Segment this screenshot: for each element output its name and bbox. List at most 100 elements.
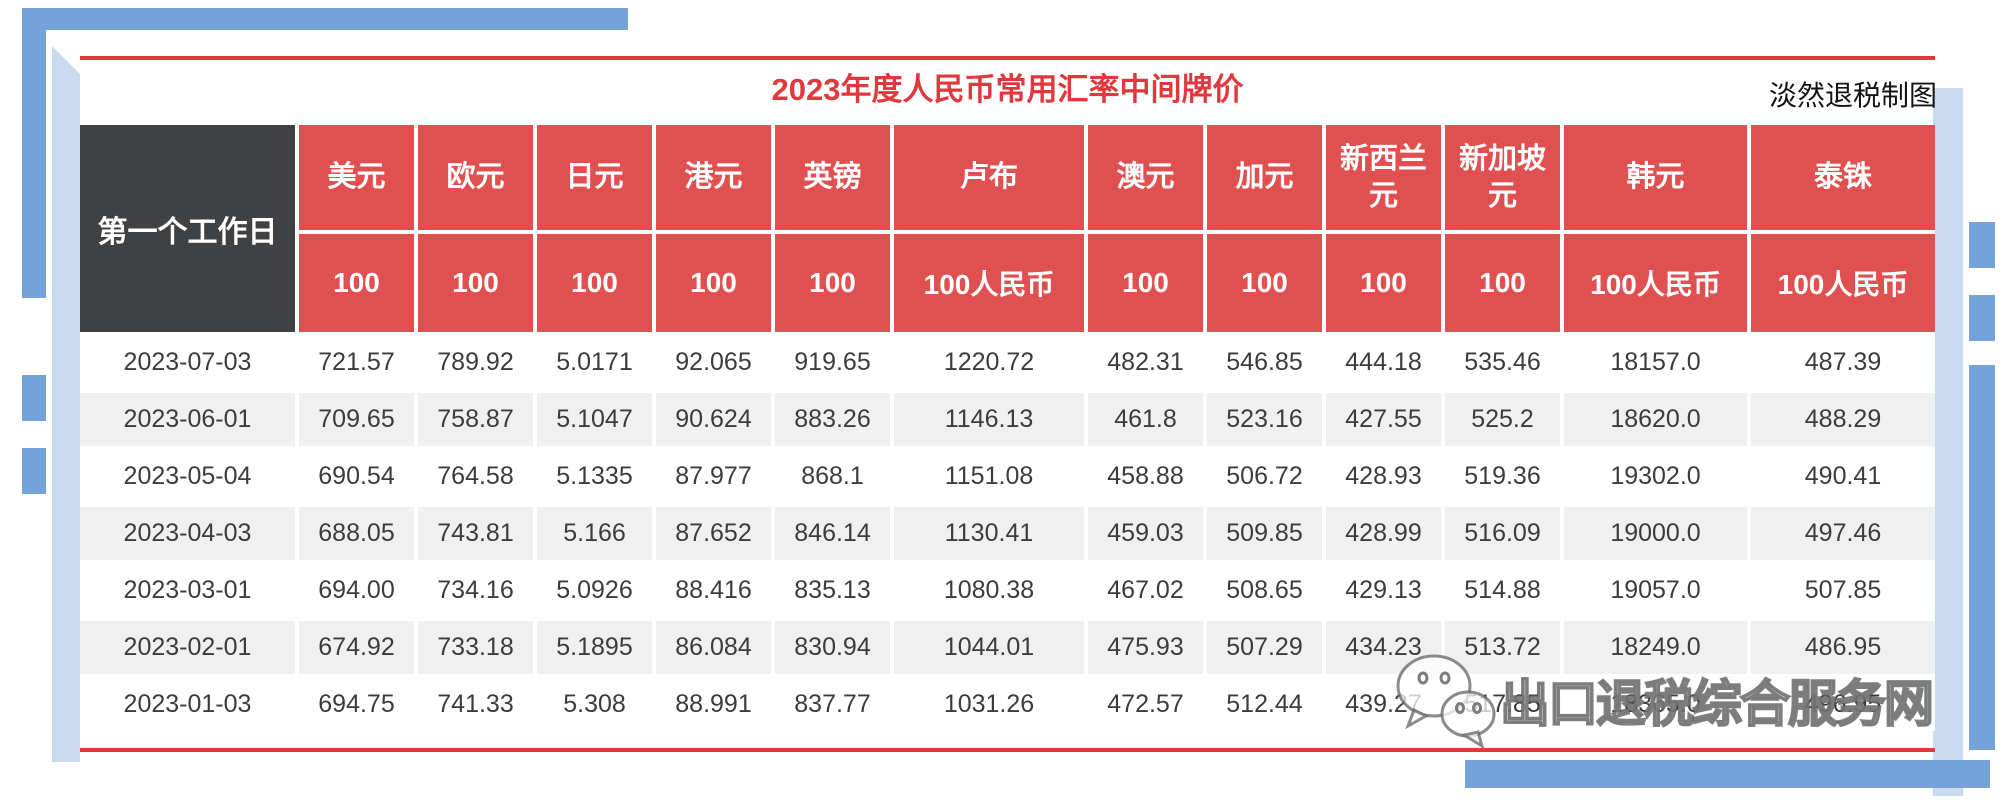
value-cell: 506.72 [1207, 450, 1322, 503]
value-cell: 461.8 [1088, 393, 1203, 446]
value-cell: 512.44 [1207, 678, 1322, 731]
value-cell: 743.81 [418, 507, 533, 560]
currency-header-cell: 加元 [1207, 125, 1322, 230]
value-cell: 459.03 [1088, 507, 1203, 560]
currency-header-cell: 新加坡元 [1445, 125, 1560, 230]
decor-right-square [1969, 222, 1995, 268]
value-cell: 1080.38 [894, 564, 1084, 617]
value-cell: 488.29 [1751, 393, 1935, 446]
value-cell: 19057.0 [1564, 564, 1747, 617]
date-cell: 2023-05-04 [80, 450, 295, 503]
value-cell: 1031.26 [894, 678, 1084, 731]
date-cell: 2023-01-03 [80, 678, 295, 731]
value-cell: 519.36 [1445, 450, 1560, 503]
credit-label: 淡然退税制图 [1768, 80, 1937, 111]
date-cell: 2023-02-01 [80, 621, 295, 674]
value-cell: 694.75 [299, 678, 414, 731]
value-cell: 709.65 [299, 393, 414, 446]
value-cell: 439.27 [1326, 678, 1441, 731]
value-cell: 88.416 [656, 564, 771, 617]
date-cell: 2023-07-03 [80, 336, 295, 389]
value-cell: 5.308 [537, 678, 652, 731]
value-cell: 5.0171 [537, 336, 652, 389]
decor-right-bar-light [1933, 88, 1963, 796]
value-cell: 19302.0 [1564, 450, 1747, 503]
date-cell: 2023-06-01 [80, 393, 295, 446]
value-cell: 87.652 [656, 507, 771, 560]
value-cell: 514.88 [1445, 564, 1560, 617]
top-red-rule [80, 56, 1935, 60]
currency-header-cell: 欧元 [418, 125, 533, 230]
value-cell: 87.977 [656, 450, 771, 503]
value-cell: 734.16 [418, 564, 533, 617]
unit-header-cell: 100 [775, 234, 890, 332]
value-cell: 497.46 [1751, 507, 1935, 560]
value-cell: 428.93 [1326, 450, 1441, 503]
currency-header-cell: 日元 [537, 125, 652, 230]
decor-top-bar [22, 8, 628, 30]
value-cell: 429.13 [1326, 564, 1441, 617]
currency-header-cell: 卢布 [894, 125, 1084, 230]
value-cell: 507.85 [1751, 564, 1935, 617]
value-cell: 758.87 [418, 393, 533, 446]
currency-header-cell: 新西兰元 [1326, 125, 1441, 230]
date-cell: 2023-04-03 [80, 507, 295, 560]
decor-right-bar-medium [1969, 365, 1995, 750]
value-cell: 467.02 [1088, 564, 1203, 617]
value-cell: 764.58 [418, 450, 533, 503]
value-cell: 868.1 [775, 450, 890, 503]
value-cell: 5.1335 [537, 450, 652, 503]
unit-header-cell: 100 [656, 234, 771, 332]
value-cell: 919.65 [775, 336, 890, 389]
decor-bottom-bar [1465, 760, 1990, 788]
value-cell: 535.46 [1445, 336, 1560, 389]
unit-header-cell: 100 [1445, 234, 1560, 332]
value-cell: 5.1895 [537, 621, 652, 674]
value-cell: 434.23 [1326, 621, 1441, 674]
value-cell: 721.57 [299, 336, 414, 389]
value-cell: 427.55 [1326, 393, 1441, 446]
unit-header-cell: 100 [1088, 234, 1203, 332]
value-cell: 830.94 [775, 621, 890, 674]
currency-header-cell: 澳元 [1088, 125, 1203, 230]
value-cell: 525.2 [1445, 393, 1560, 446]
rate-table: 第一个工作日 美元 欧元 日元 港元 英镑 卢布 澳元 加元 新西兰元 新加坡元 韩元 泰铢 100 100… [80, 125, 1935, 731]
value-cell: 837.77 [775, 678, 890, 731]
value-cell: 458.88 [1088, 450, 1203, 503]
value-cell: 517.85 [1445, 678, 1560, 731]
value-cell: 1146.13 [894, 393, 1084, 446]
value-cell: 523.16 [1207, 393, 1322, 446]
value-cell: 475.93 [1088, 621, 1203, 674]
value-cell: 19000.0 [1564, 507, 1747, 560]
value-cell: 496.95 [1751, 678, 1935, 731]
currency-header-cell: 泰铢 [1751, 125, 1935, 230]
unit-header-cell: 100人民币 [1751, 234, 1935, 332]
decor-left-bar-inner [52, 46, 80, 762]
corner-header-cell: 第一个工作日 [80, 125, 295, 332]
value-cell: 789.92 [418, 336, 533, 389]
value-cell: 690.54 [299, 450, 414, 503]
bottom-red-rule [80, 748, 1935, 752]
value-cell: 5.166 [537, 507, 652, 560]
value-cell: 5.0926 [537, 564, 652, 617]
value-cell: 18365.0 [1564, 678, 1747, 731]
value-cell: 1130.41 [894, 507, 1084, 560]
value-cell: 741.33 [418, 678, 533, 731]
value-cell: 1151.08 [894, 450, 1084, 503]
value-cell: 487.39 [1751, 336, 1935, 389]
decor-left-square [22, 448, 46, 494]
value-cell: 688.05 [299, 507, 414, 560]
unit-header-cell: 100 [537, 234, 652, 332]
value-cell: 482.31 [1088, 336, 1203, 389]
value-cell: 674.92 [299, 621, 414, 674]
value-cell: 428.99 [1326, 507, 1441, 560]
value-cell: 513.72 [1445, 621, 1560, 674]
decor-left-square [22, 375, 46, 421]
currency-header-cell: 英镑 [775, 125, 890, 230]
unit-header-cell: 100 [1207, 234, 1322, 332]
value-cell: 1044.01 [894, 621, 1084, 674]
decor-left-bar-outer [22, 8, 46, 298]
value-cell: 5.1047 [537, 393, 652, 446]
value-cell: 90.624 [656, 393, 771, 446]
